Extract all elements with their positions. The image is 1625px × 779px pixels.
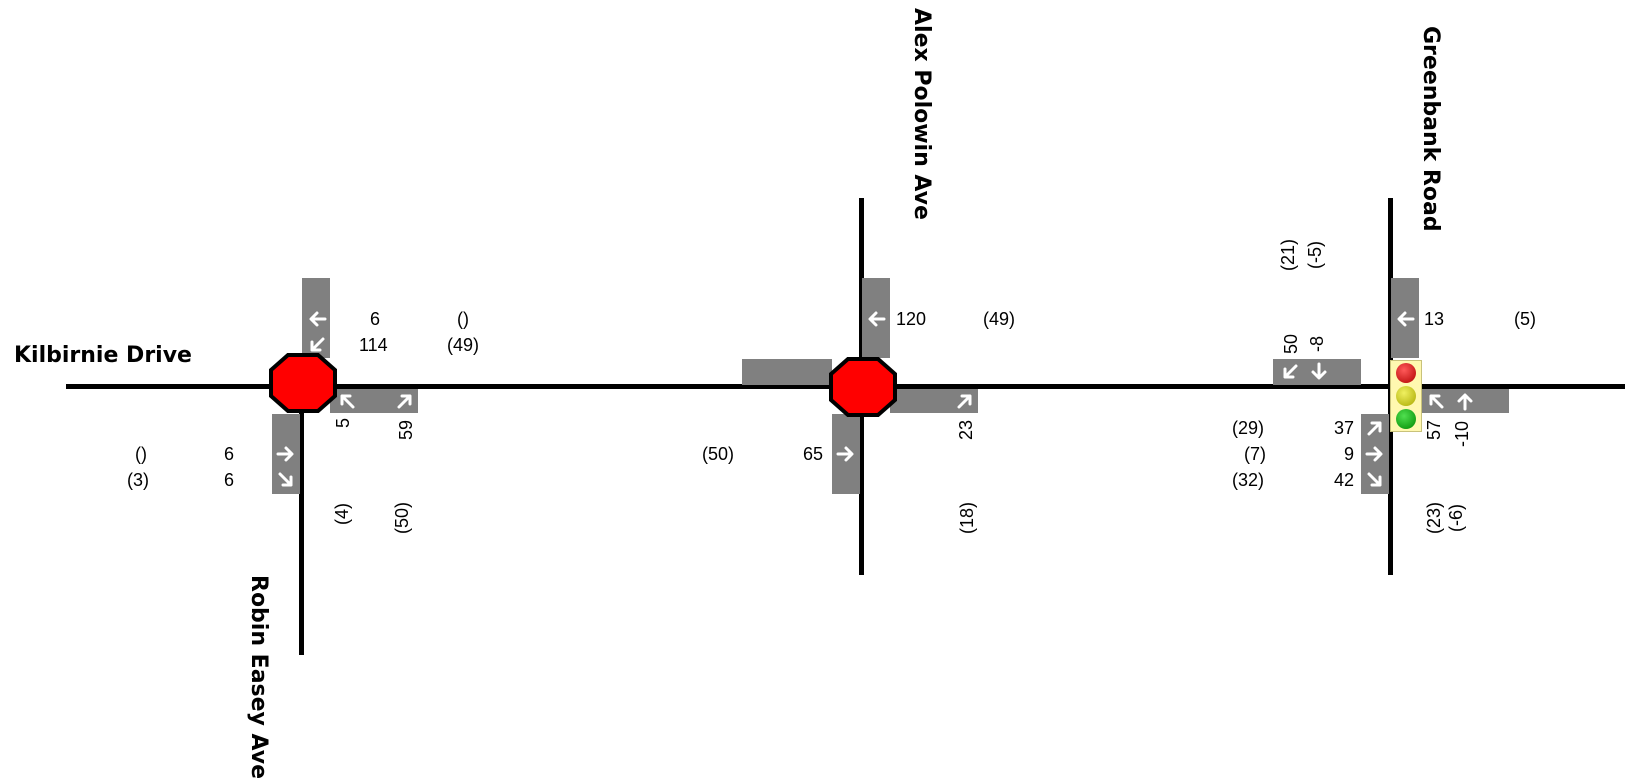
alex-southbound-lane-pad — [742, 359, 832, 385]
volume-label-previous: (3) — [127, 470, 149, 490]
volume-label: 120 — [896, 309, 927, 329]
volume-label-previous: (32) — [1232, 470, 1265, 490]
signal-yellow-lamp — [1396, 386, 1416, 406]
arrow-right-icon — [1365, 446, 1383, 462]
volume-label: -8 — [1307, 335, 1328, 353]
volume-label: 13 — [1424, 309, 1445, 329]
arrow-up-right-icon — [1367, 421, 1382, 436]
arrow-down-left-icon — [1283, 364, 1298, 379]
volume-label: 6 — [224, 470, 235, 490]
signal-green-lamp — [1396, 409, 1416, 429]
volume-label-previous: (21) — [1278, 238, 1299, 272]
volume-label-previous: (5) — [1514, 309, 1536, 329]
volume-label: 6 — [370, 309, 381, 329]
arrow-down-right-icon — [1367, 472, 1382, 487]
arrow-left-icon — [1397, 311, 1415, 327]
stop-sign-icon — [829, 357, 897, 417]
volume-label-previous: (4) — [332, 503, 352, 525]
arrow-down-icon — [1311, 362, 1327, 380]
arrow-up-icon — [1457, 393, 1473, 411]
volume-label: 23 — [956, 419, 977, 441]
volume-label-previous: (29) — [1232, 418, 1265, 438]
volume-label: 59 — [396, 419, 417, 441]
arrow-down-right-icon — [278, 472, 293, 487]
volume-label: 6 — [224, 444, 235, 464]
volume-label-previous: (50) — [702, 444, 735, 464]
street-name-robin-easey: Robin Easey Ave — [246, 575, 271, 779]
arrow-up-right-icon — [397, 394, 412, 409]
volume-label-previous: (18) — [957, 501, 978, 535]
volume-label-previous: (-6) — [1446, 504, 1466, 532]
volume-label-previous: () — [135, 444, 147, 464]
volume-label: 57 — [1424, 419, 1445, 441]
robin-easey-ave-road — [299, 384, 304, 655]
street-name-greenbank: Greenbank Road — [1418, 26, 1443, 232]
volume-label-previous: (50) — [392, 501, 413, 535]
volume-label: 9 — [1344, 444, 1355, 464]
volume-label-previous: (23) — [1424, 501, 1445, 535]
volume-label: 114 — [359, 335, 388, 355]
arrow-down-left-icon — [310, 337, 325, 352]
street-name-alex-polowin: Alex Polowin Ave — [909, 8, 934, 220]
volume-label-previous: () — [457, 309, 469, 329]
volume-label: 5 — [333, 417, 354, 429]
traffic-signal-icon — [1390, 360, 1422, 432]
arrow-right-icon — [836, 446, 854, 462]
volume-label-previous: (7) — [1244, 444, 1266, 464]
volume-label: 65 — [803, 444, 824, 464]
volume-label: 42 — [1334, 470, 1355, 490]
arrow-up-left-icon — [1429, 394, 1444, 409]
arrow-up-left-icon — [340, 394, 355, 409]
street-name-kilbirnie: Kilbirnie Drive — [14, 343, 192, 368]
arrow-left-icon — [868, 311, 886, 327]
volume-label: 50 — [1281, 333, 1302, 355]
stop-sign-icon — [269, 353, 337, 413]
volume-label-previous: (49) — [447, 335, 480, 355]
volume-label-previous: (49) — [983, 309, 1016, 329]
signal-red-lamp — [1396, 363, 1416, 383]
greenbank-southbound-lane-pad — [1273, 359, 1361, 385]
volume-label: -10 — [1452, 420, 1473, 448]
arrow-up-right-icon — [957, 394, 972, 409]
volume-label: 37 — [1334, 418, 1355, 438]
arrow-right-icon — [276, 446, 294, 462]
arrow-left-icon — [309, 311, 327, 327]
volume-label-previous: (-5) — [1305, 241, 1325, 269]
